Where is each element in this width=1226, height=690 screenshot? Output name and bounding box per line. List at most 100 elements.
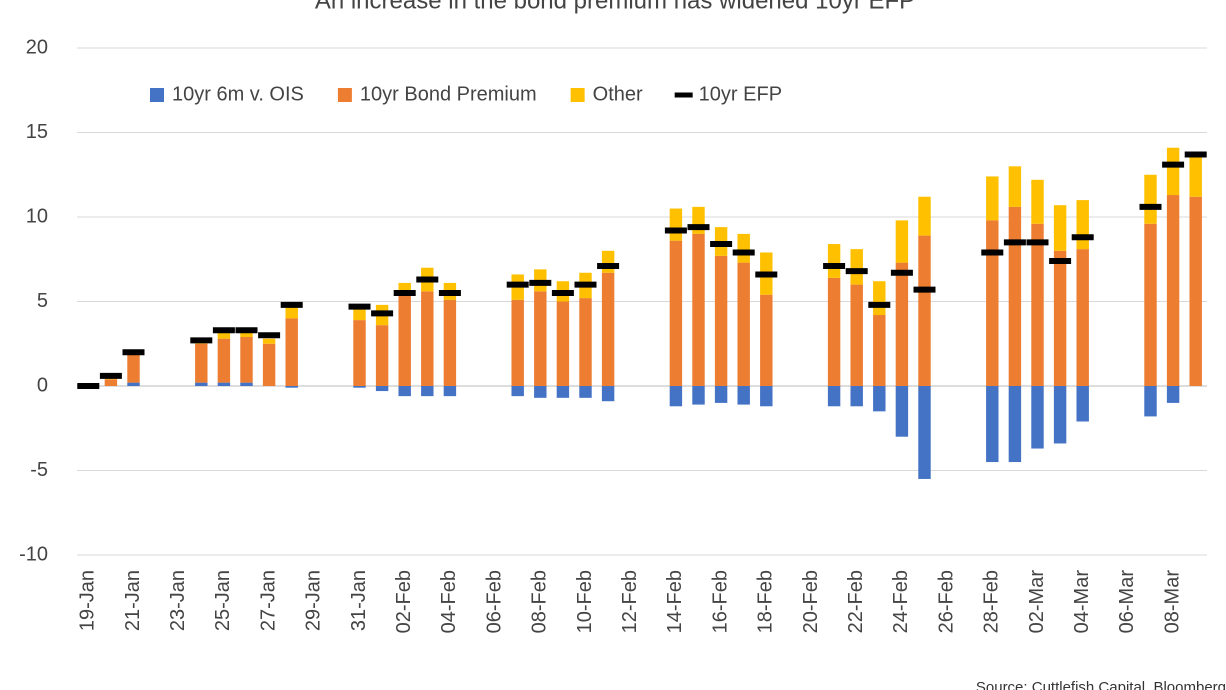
bar [240,336,253,383]
bar [1008,386,1022,463]
bar [1166,147,1180,196]
x-tick-label: 08-Mar [1161,570,1183,634]
x-tick-label: 23-Jan [167,570,189,631]
bar [511,299,524,386]
bar [1144,386,1157,417]
bar [285,386,298,388]
bar [827,277,841,386]
bar [873,315,886,386]
x-tick-label: 06-Feb [483,570,505,633]
bar [918,386,931,479]
bar [421,386,434,397]
bar [1031,179,1044,224]
bar [556,386,570,398]
x-tick-label: 02-Feb [393,570,415,633]
bar [1144,174,1157,224]
bar [986,176,999,221]
x-tick-label: 02-Mar [1026,570,1048,634]
bar [601,272,615,386]
bar [217,338,231,383]
legend-label: 10yr Bond Premium [360,83,537,105]
bar [398,294,411,386]
x-tick-label: 29-Jan [303,570,325,631]
bar [1166,386,1180,403]
bar [895,262,909,386]
bar [669,386,683,407]
bar [443,299,457,386]
bar [714,255,728,386]
bar [986,386,999,463]
x-tick-label: 04-Mar [1071,570,1093,634]
bar [1189,154,1202,197]
bar [1053,386,1067,444]
bar [1189,196,1202,386]
bar [262,343,276,386]
x-tick-label: 27-Jan [257,570,279,631]
bar [873,281,886,316]
y-tick-label: 10 [26,205,48,227]
bar [669,240,683,386]
x-tick-label: 14-Feb [664,570,686,633]
bar [104,379,118,386]
bar [692,386,705,405]
bar [986,220,999,386]
bar [579,298,592,386]
bar [737,262,750,386]
bar [850,284,863,386]
bar [918,235,931,386]
x-tick-label: 10-Feb [574,570,596,633]
bar [353,306,366,321]
bar [1076,386,1089,422]
bar [1053,250,1067,386]
x-tick-label: 18-Feb [755,570,777,633]
bar [1008,206,1022,386]
x-tick-label: 31-Jan [348,570,370,631]
legend-label: Other [593,83,643,105]
bar [1008,166,1022,207]
legend-swatch [570,88,585,102]
bar [1166,195,1180,386]
bar [285,304,298,319]
bar [692,233,705,386]
legend-swatch [337,88,352,102]
bar [1076,249,1089,386]
bar [195,343,208,383]
bar [1144,223,1157,386]
bar [714,386,728,403]
y-tick-label: 0 [37,374,48,396]
x-tick-label: 26-Feb [935,570,957,633]
legend-label: 10yr EFP [699,83,782,105]
bar [556,301,570,386]
bar [1031,386,1044,449]
bar [375,386,389,392]
y-tick-label: 5 [37,290,48,312]
x-tick-label: 06-Mar [1116,570,1138,634]
bar [760,294,773,386]
bar [240,330,253,337]
bar [601,250,615,273]
bar [737,233,750,263]
bar [1031,223,1044,386]
bar [850,386,863,407]
bar [873,386,886,412]
x-tick-label: 25-Jan [212,570,234,631]
bar [127,382,140,386]
x-tick-label: 20-Feb [800,570,822,633]
bar [918,196,931,236]
y-tick-label: 15 [26,121,48,143]
bar [127,353,140,383]
bar [534,291,547,386]
bar [443,386,457,397]
y-tick-label: -5 [30,459,48,481]
bar [579,386,592,398]
bar [398,386,411,397]
bar [375,325,389,386]
x-tick-label: 21-Jan [122,570,144,631]
bar [398,282,411,295]
x-tick-label: 08-Feb [529,570,551,633]
x-tick-label: 12-Feb [619,570,641,633]
bar [217,382,231,386]
bar [669,208,683,241]
bar [534,386,547,398]
